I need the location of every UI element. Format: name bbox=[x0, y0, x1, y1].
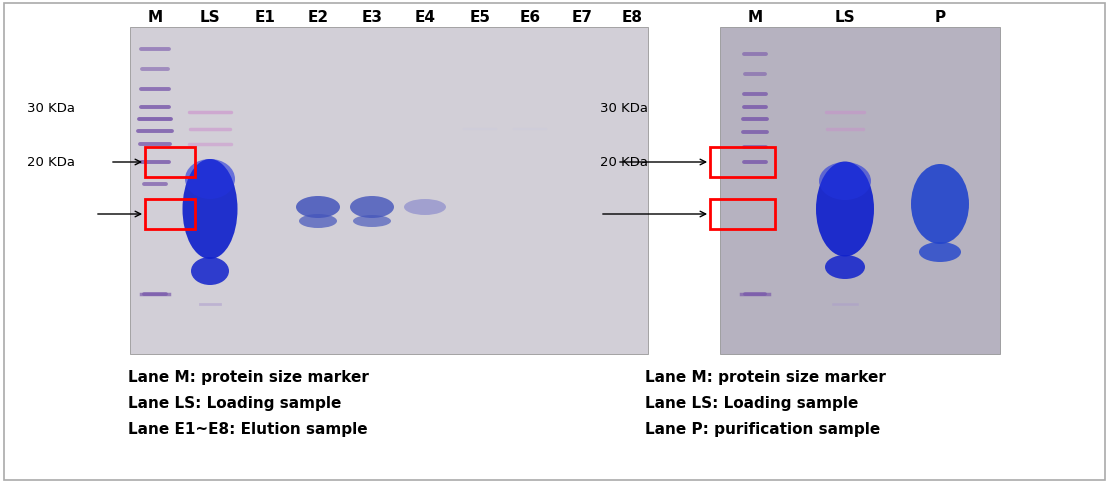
Ellipse shape bbox=[185, 160, 235, 199]
Bar bbox=[130, 28, 648, 354]
Bar bbox=[720, 28, 1000, 354]
Text: Lane LS: Loading sample: Lane LS: Loading sample bbox=[128, 395, 342, 410]
Text: E6: E6 bbox=[519, 11, 540, 26]
Bar bbox=[710, 199, 775, 229]
Text: E4: E4 bbox=[415, 11, 436, 26]
Text: E5: E5 bbox=[469, 11, 490, 26]
Text: Lane E1~E8: Elution sample: Lane E1~E8: Elution sample bbox=[128, 421, 367, 436]
Bar bbox=[145, 148, 195, 178]
Text: P: P bbox=[935, 11, 946, 26]
Bar bbox=[145, 199, 195, 229]
Ellipse shape bbox=[820, 163, 871, 200]
Text: 20 KDa: 20 KDa bbox=[27, 156, 75, 169]
Text: E3: E3 bbox=[362, 11, 383, 26]
Text: M: M bbox=[147, 11, 163, 26]
Text: Lane M: protein size marker: Lane M: protein size marker bbox=[645, 369, 886, 384]
Text: Lane M: protein size marker: Lane M: protein size marker bbox=[128, 369, 369, 384]
Ellipse shape bbox=[910, 165, 969, 244]
Text: E8: E8 bbox=[621, 11, 642, 26]
Text: Lane P: purification sample: Lane P: purification sample bbox=[645, 421, 881, 436]
Ellipse shape bbox=[353, 215, 391, 227]
Ellipse shape bbox=[919, 242, 962, 262]
Text: E7: E7 bbox=[571, 11, 592, 26]
Text: E2: E2 bbox=[307, 11, 328, 26]
Text: 30 KDa: 30 KDa bbox=[27, 101, 75, 114]
Text: E1: E1 bbox=[255, 11, 275, 26]
Ellipse shape bbox=[825, 256, 865, 279]
Ellipse shape bbox=[816, 162, 874, 257]
Bar bbox=[710, 148, 775, 178]
Text: 30 KDa: 30 KDa bbox=[600, 101, 648, 114]
Text: LS: LS bbox=[835, 11, 855, 26]
Ellipse shape bbox=[183, 160, 237, 259]
Ellipse shape bbox=[404, 199, 446, 215]
Ellipse shape bbox=[299, 214, 337, 228]
Ellipse shape bbox=[191, 257, 228, 286]
Text: Lane LS: Loading sample: Lane LS: Loading sample bbox=[645, 395, 858, 410]
Text: 20 KDa: 20 KDa bbox=[600, 156, 648, 169]
Text: M: M bbox=[747, 11, 763, 26]
Text: LS: LS bbox=[200, 11, 221, 26]
Ellipse shape bbox=[350, 197, 394, 219]
Ellipse shape bbox=[296, 197, 340, 219]
